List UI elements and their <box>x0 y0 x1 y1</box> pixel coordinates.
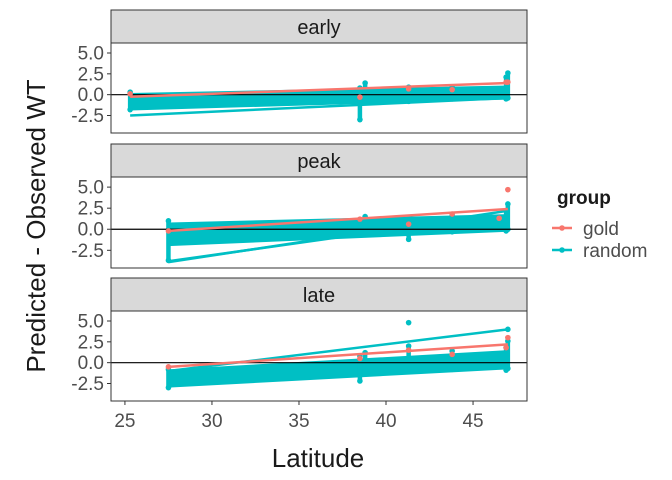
random-point <box>165 218 172 224</box>
gold-point <box>357 94 363 100</box>
y-tick-label: 5.0 <box>78 312 104 333</box>
random-point <box>165 384 172 391</box>
random-point <box>405 319 412 326</box>
random-point <box>362 80 368 86</box>
facet-strip <box>110 9 528 44</box>
data-layer <box>111 70 527 123</box>
y-tick-label: 5.0 <box>78 44 104 65</box>
random-point <box>362 369 368 376</box>
gold-point <box>449 351 455 358</box>
y-tick-label: 2.5 <box>78 199 104 220</box>
facet-peak: peak -2.50.02.55.0 <box>71 143 528 269</box>
facet-strip <box>110 143 528 178</box>
x-tick-label: 45 <box>462 411 483 432</box>
gold-point <box>165 228 172 234</box>
data-layer <box>111 186 527 264</box>
x-axis: 25 30 35 40 45 <box>114 401 484 432</box>
gold-point <box>505 79 511 85</box>
random-point <box>127 106 133 113</box>
x-tick-label: 30 <box>201 411 222 432</box>
random-point <box>362 228 368 235</box>
gold-line <box>168 343 508 369</box>
gold-point <box>449 86 455 93</box>
gold-point <box>127 91 133 97</box>
y-tick-label: -2.5 <box>71 241 104 262</box>
y-tick-label: 2.5 <box>78 64 104 85</box>
facet-strip-label: peak <box>297 151 341 173</box>
data-layer <box>111 319 527 391</box>
random-point <box>449 228 455 235</box>
random-point <box>449 366 455 373</box>
random-point <box>449 96 455 102</box>
x-tick-label: 25 <box>114 411 135 432</box>
random-point <box>505 70 511 76</box>
gold-point <box>503 344 509 351</box>
random-point <box>357 378 363 384</box>
facet-panels: early-2.50.02.55.0peak-2.50.02.55.0late-… <box>71 9 528 402</box>
gold-point <box>405 347 412 353</box>
legend-key-point <box>559 247 565 253</box>
gold-point <box>449 211 455 217</box>
legend-entry-gold: gold <box>552 219 619 240</box>
gold-point <box>165 364 172 370</box>
random-point <box>357 116 363 123</box>
y-tick-label: -2.5 <box>71 106 104 127</box>
y-tick-label: 0.0 <box>78 85 104 106</box>
gold-point <box>405 221 412 227</box>
random-point <box>505 365 511 372</box>
random-lines-band <box>168 350 508 388</box>
gold-point <box>405 86 412 92</box>
facet-late: late -2.50.02.55.0 <box>71 277 528 402</box>
x-tick-label: 40 <box>375 411 396 432</box>
random-lines-band <box>168 214 508 247</box>
panel-border <box>110 310 528 402</box>
random-point <box>362 96 368 103</box>
legend-key-point <box>559 225 565 231</box>
facet-strip-label: early <box>297 17 340 39</box>
legend-label: gold <box>583 219 619 240</box>
y-tick-label: 0.0 <box>78 220 104 241</box>
random-lines-band <box>130 85 508 111</box>
y-axis-title: Predicted - Observed WT <box>21 79 51 372</box>
y-tick-label: 2.5 <box>78 332 104 353</box>
y-tick-label: -2.5 <box>71 374 104 395</box>
x-axis-title: Latitude <box>272 443 365 473</box>
random-point <box>165 257 172 264</box>
random-point <box>505 326 511 333</box>
facet-strip-label: late <box>303 285 335 307</box>
panel-border <box>110 42 528 134</box>
x-tick-label: 35 <box>288 411 309 432</box>
random-point <box>405 366 412 373</box>
gold-point <box>505 334 511 341</box>
gold-line <box>130 81 508 98</box>
random-point <box>405 236 412 243</box>
panel-border <box>110 176 528 269</box>
legend-title: group <box>557 188 611 209</box>
gold-point <box>357 216 363 222</box>
random-line <box>130 96 508 117</box>
y-tick-label: 0.0 <box>78 353 104 374</box>
gold-point <box>496 215 502 222</box>
y-tick-label: 5.0 <box>78 178 104 199</box>
legend-entry-random: random <box>552 241 647 262</box>
facet-strip <box>110 277 528 312</box>
random-point <box>405 343 412 349</box>
facet-early: early -2.50.02.55.0 <box>71 9 528 134</box>
gold-point <box>505 186 511 193</box>
random-point <box>505 95 511 101</box>
random-point <box>405 98 412 105</box>
legend-label: random <box>583 241 647 262</box>
random-point <box>505 201 511 207</box>
gold-point <box>357 355 363 362</box>
